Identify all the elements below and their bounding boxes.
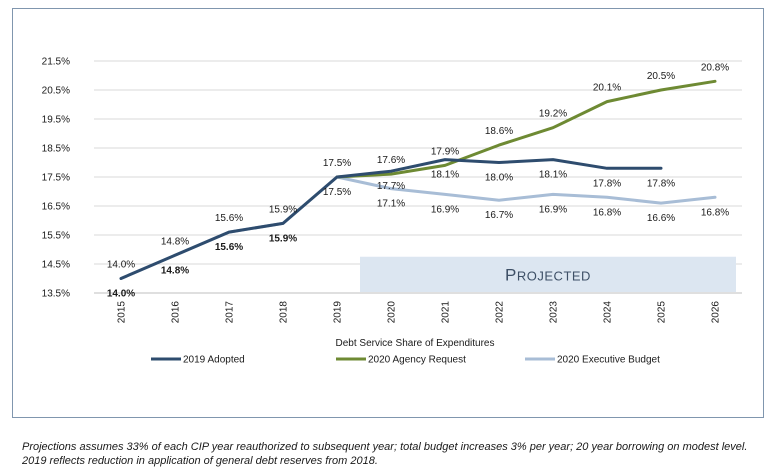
y-tick-label: 17.5% [42, 173, 70, 184]
legend-label: 2019 Adopted [183, 355, 245, 366]
data-label: 14.8% [161, 236, 189, 247]
projected-band [360, 256, 736, 292]
data-label: 15.6% [215, 242, 243, 253]
y-tick-label: 14.5% [42, 260, 70, 271]
data-label: 15.9% [269, 204, 297, 215]
x-tick-label: 2019 [333, 301, 344, 324]
projected-label-rest: ROJECTED [517, 268, 591, 283]
y-tick-label: 15.5% [42, 231, 70, 242]
x-tick-label: 2018 [279, 301, 290, 324]
y-tick-label: 19.5% [42, 115, 70, 126]
data-label: 17.5% [323, 187, 351, 198]
legend-label: 2020 Executive Budget [557, 355, 660, 366]
data-label: 16.8% [593, 207, 621, 218]
x-tick-label: 2017 [225, 301, 236, 324]
y-tick-label: 13.5% [42, 289, 70, 300]
data-label: 20.5% [647, 71, 675, 82]
data-label: 18.1% [431, 170, 459, 181]
y-tick-label: 16.5% [42, 202, 70, 213]
data-label: 16.6% [647, 213, 675, 224]
data-label: 16.7% [485, 210, 513, 221]
data-label: 18.0% [485, 173, 513, 184]
x-tick-label: 2016 [171, 301, 182, 324]
y-tick-label: 20.5% [42, 86, 70, 97]
data-label: 16.9% [431, 204, 459, 215]
data-label: 15.9% [269, 233, 297, 244]
data-label: 17.8% [593, 178, 621, 189]
data-label: 17.8% [647, 178, 675, 189]
projected-label-initial: P [505, 265, 517, 284]
data-label: 14.8% [161, 265, 189, 276]
x-tick-label: 2024 [603, 301, 614, 324]
x-axis-title: Debt Service Share of Expenditures [336, 338, 495, 349]
x-tick-label: 2021 [441, 301, 452, 324]
x-tick-label: 2026 [711, 301, 722, 324]
chart-footnote: Projections assumes 33% of each CIP year… [22, 441, 748, 467]
data-label: 20.1% [593, 83, 621, 94]
data-label: 17.5% [323, 158, 351, 169]
data-label: 17.6% [377, 155, 405, 166]
data-label: 17.1% [377, 199, 405, 210]
data-label: 16.9% [539, 204, 567, 215]
data-label: 14.0% [107, 260, 135, 271]
series-line [119, 158, 663, 280]
data-label: 18.1% [539, 170, 567, 181]
x-tick-label: 2020 [387, 301, 398, 324]
data-label: 14.0% [107, 289, 135, 300]
x-tick-label: 2022 [495, 301, 506, 324]
data-label: 20.8% [701, 62, 729, 73]
projected-label: PROJECTED [505, 265, 591, 284]
chart-frame: 13.5% 14.5% 15.5% 16.5% 17.5% 18.5% 19.5% 20.5%… [12, 8, 764, 418]
data-label: 18.6% [485, 126, 513, 137]
data-label: 19.2% [539, 109, 567, 120]
legend-label: 2020 Agency Request [368, 355, 466, 366]
data-label: 15.6% [215, 213, 243, 224]
line-chart: 13.5% 14.5% 15.5% 16.5% 17.5% 18.5% 19.5% 20.5%… [42, 57, 742, 366]
x-tick-label: 2015 [117, 301, 128, 324]
series-line [335, 79, 717, 179]
data-label: 17.9% [431, 146, 459, 157]
y-tick-label: 18.5% [42, 144, 70, 155]
data-label: 17.7% [377, 181, 405, 192]
data-label: 16.8% [701, 207, 729, 218]
x-tick-label: 2025 [657, 301, 668, 324]
x-tick-label: 2023 [549, 301, 560, 324]
y-tick-label: 21.5% [42, 57, 70, 68]
